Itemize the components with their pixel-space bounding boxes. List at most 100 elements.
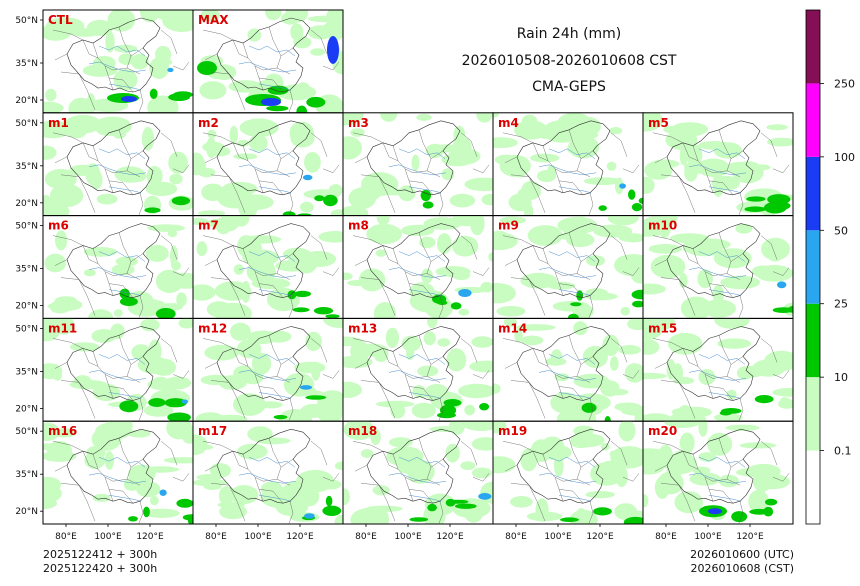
china-border [66,428,161,504]
country-boundary [772,164,790,174]
province-boundary [92,248,114,276]
china-border [366,120,461,196]
country-boundary [138,89,144,113]
river [408,494,442,502]
lat-tick-label: 35°N [15,59,38,69]
light-rain-area [43,443,58,451]
moderate-rain-area [568,313,579,319]
country-boundary [738,295,744,318]
light-rain-area [698,369,716,385]
country-boundary [160,338,178,363]
province-boundary [542,248,564,276]
light-rain-area [460,461,476,470]
light-rain-area [343,488,350,505]
province-boundary [568,232,582,262]
light-rain-area [698,452,717,462]
country-boundary [210,71,246,111]
light-rain-area [373,302,396,319]
light-rain-area [461,421,493,431]
light-rain-area [602,334,620,356]
province-boundary [718,129,732,159]
province-boundary [118,232,132,262]
country-boundary [204,465,218,472]
light-rain-area [43,497,58,509]
light-rain-area [131,344,152,361]
light-rain-area [643,318,664,340]
panel-m9 [493,215,643,319]
light-rain-area [299,486,320,507]
light-rain-area [43,450,77,462]
light-rain-area [679,145,689,166]
light-rain-area [658,215,672,239]
river [538,472,597,484]
light-rain-area [43,318,73,326]
light-rain-area [229,485,259,505]
moderate-rain-area [427,503,437,512]
country-boundary [210,380,246,419]
china-border [216,428,311,504]
country-boundary [138,398,144,421]
province-boundary [92,42,114,71]
light-rain-area [514,328,523,343]
panel-m1 [43,114,193,216]
light-rain-area [305,331,322,351]
light-rain-area [200,10,221,22]
light-rain-area [546,165,556,181]
light-rain-area [219,504,247,520]
light-rain-area [601,442,610,451]
light-rain-area [275,260,310,272]
province-boundary [558,283,584,298]
panel-label: m16 [48,424,77,438]
panel-label: m3 [348,116,369,130]
province-boundary [82,245,99,264]
light-rain-area [113,69,138,91]
panel-max [197,10,343,113]
country-boundary [52,235,84,246]
river [558,494,592,502]
river [688,472,747,484]
moderate-rain-area [325,495,333,507]
province-boundary [232,245,249,264]
country-boundary [288,89,294,113]
light-rain-area [332,17,343,41]
light-rain-area [334,514,343,525]
light-rain-area [458,383,493,399]
moderate-rain-area [604,416,611,422]
moderate-rain-area [292,307,310,313]
light-rain-area [627,318,643,331]
lat-tick-label: 20°N [15,507,38,517]
valid-time-utc: 2026010600 (UTC) [690,548,794,561]
light-rain-area [772,387,793,397]
province-boundary [392,351,414,379]
light-rain-area [429,426,460,433]
light-rain-area [107,10,136,32]
colorbar-segment [806,10,820,84]
panel-label: m10 [648,219,677,233]
colorbar-segment [806,83,820,157]
panel-label: m1 [48,116,69,130]
moderate-rain-area [322,505,342,516]
country-boundary [460,338,478,363]
light-rain-area [648,244,682,254]
province-boundary [108,77,134,93]
light-rain-area [411,402,436,419]
moderate-rain-area [767,194,791,205]
country-boundary [352,441,384,452]
light-rain-area [620,306,630,316]
light-rain-area [318,231,343,243]
province-boundary [408,283,434,298]
heavy-rain-area [121,96,137,102]
panel-label: m19 [498,424,527,438]
province-boundary [92,351,114,379]
china-border [516,223,611,298]
colorbar-segment [806,303,820,378]
country-boundary [52,29,84,41]
light-rain-area [520,448,538,472]
light-rain-area [241,235,281,244]
country-boundary [510,483,546,522]
light-rain-area [233,153,258,160]
panel-m5 [643,112,793,216]
moderate-rain-area [570,302,582,307]
light-rain-area [725,424,760,431]
light-rain-area [147,224,185,232]
